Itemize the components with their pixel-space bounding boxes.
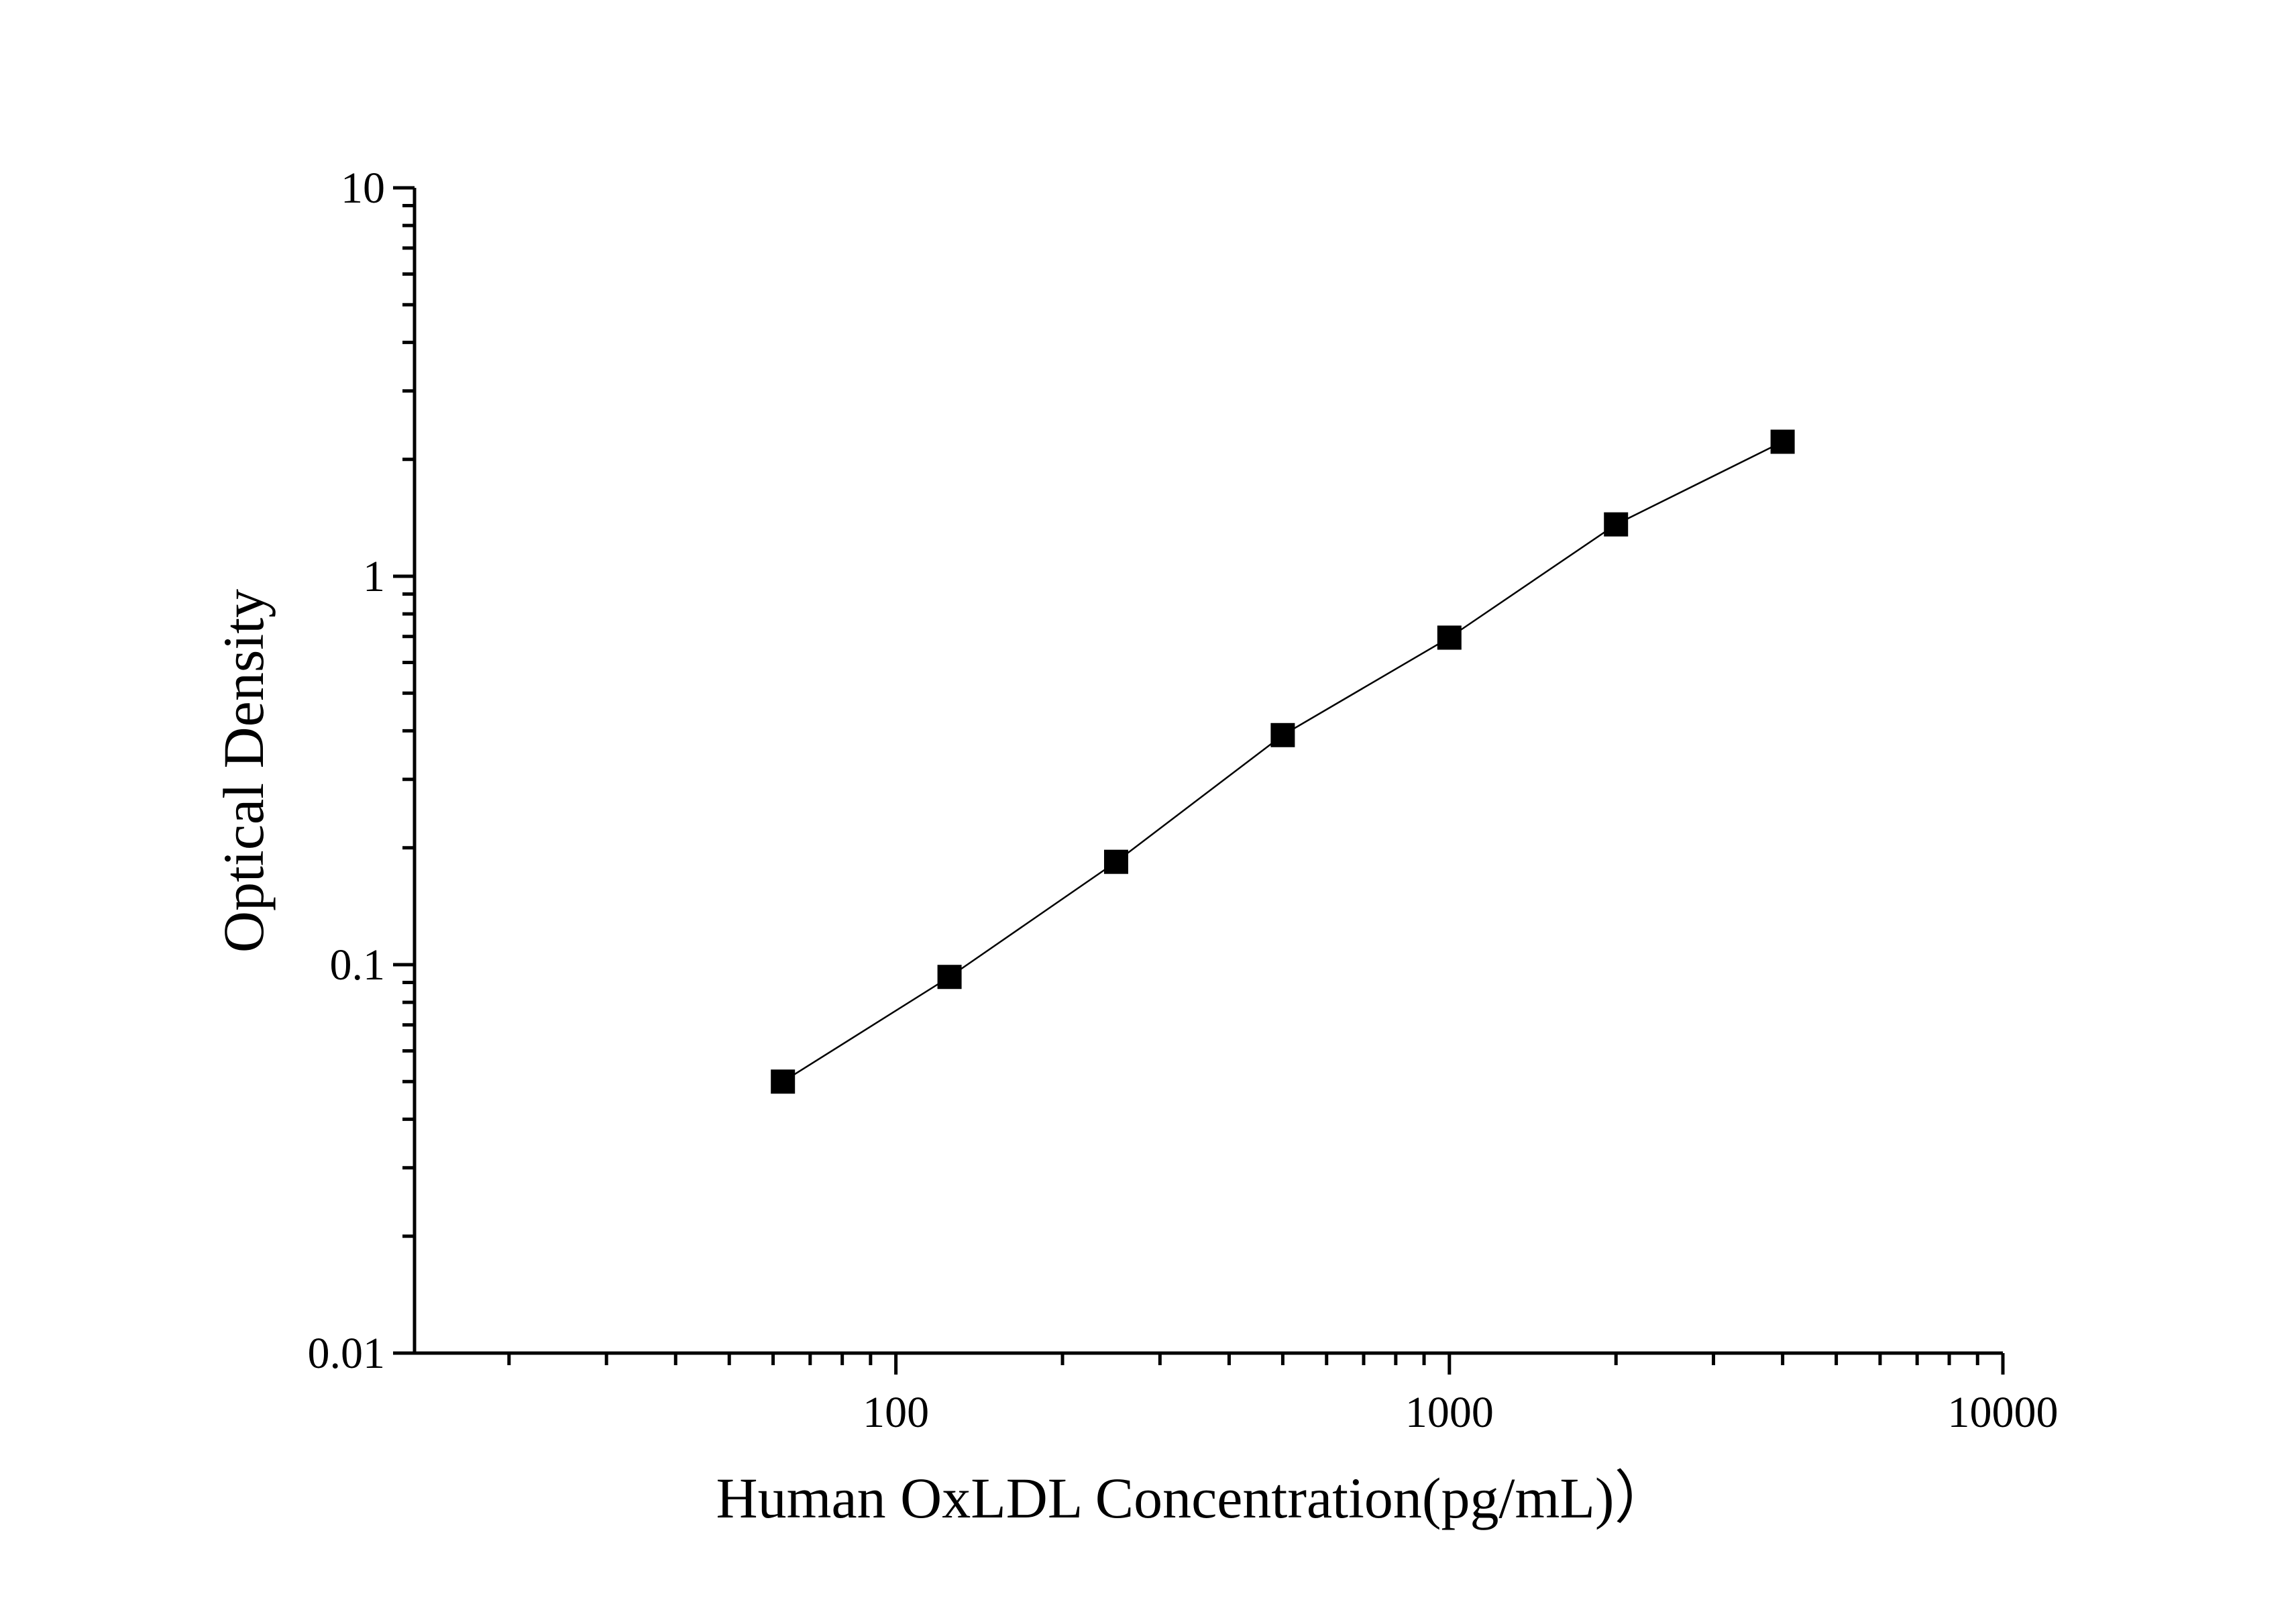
data-point-marker (1437, 625, 1462, 650)
axes (413, 188, 2003, 1355)
y-tick-label: 0.01 (308, 1329, 386, 1378)
y-tick-label: 10 (341, 164, 385, 213)
data-point-marker (1104, 849, 1129, 874)
y-axis-title: Optical Density (211, 589, 276, 953)
y-tick-label: 1 (363, 552, 385, 601)
data-series (771, 429, 1795, 1094)
x-axis-title: Human OxLDL Concentration(pg/mL)） (716, 1466, 1672, 1530)
x-tick-label: 100 (863, 1388, 929, 1437)
series-line (782, 441, 1784, 1083)
data-point-marker (1270, 723, 1295, 747)
ticks (393, 186, 2005, 1375)
data-point-marker (1604, 512, 1629, 537)
tick-labels: 0.01 0.1 1 10 100 1000 10000 (308, 164, 2059, 1437)
x-tick-label: 1000 (1405, 1388, 1494, 1437)
data-point-marker (771, 1069, 796, 1094)
y-tick-label: 0.1 (330, 941, 386, 990)
data-point-marker (937, 965, 962, 990)
x-tick-label: 10000 (1948, 1388, 2059, 1437)
data-point-marker (1770, 429, 1795, 454)
